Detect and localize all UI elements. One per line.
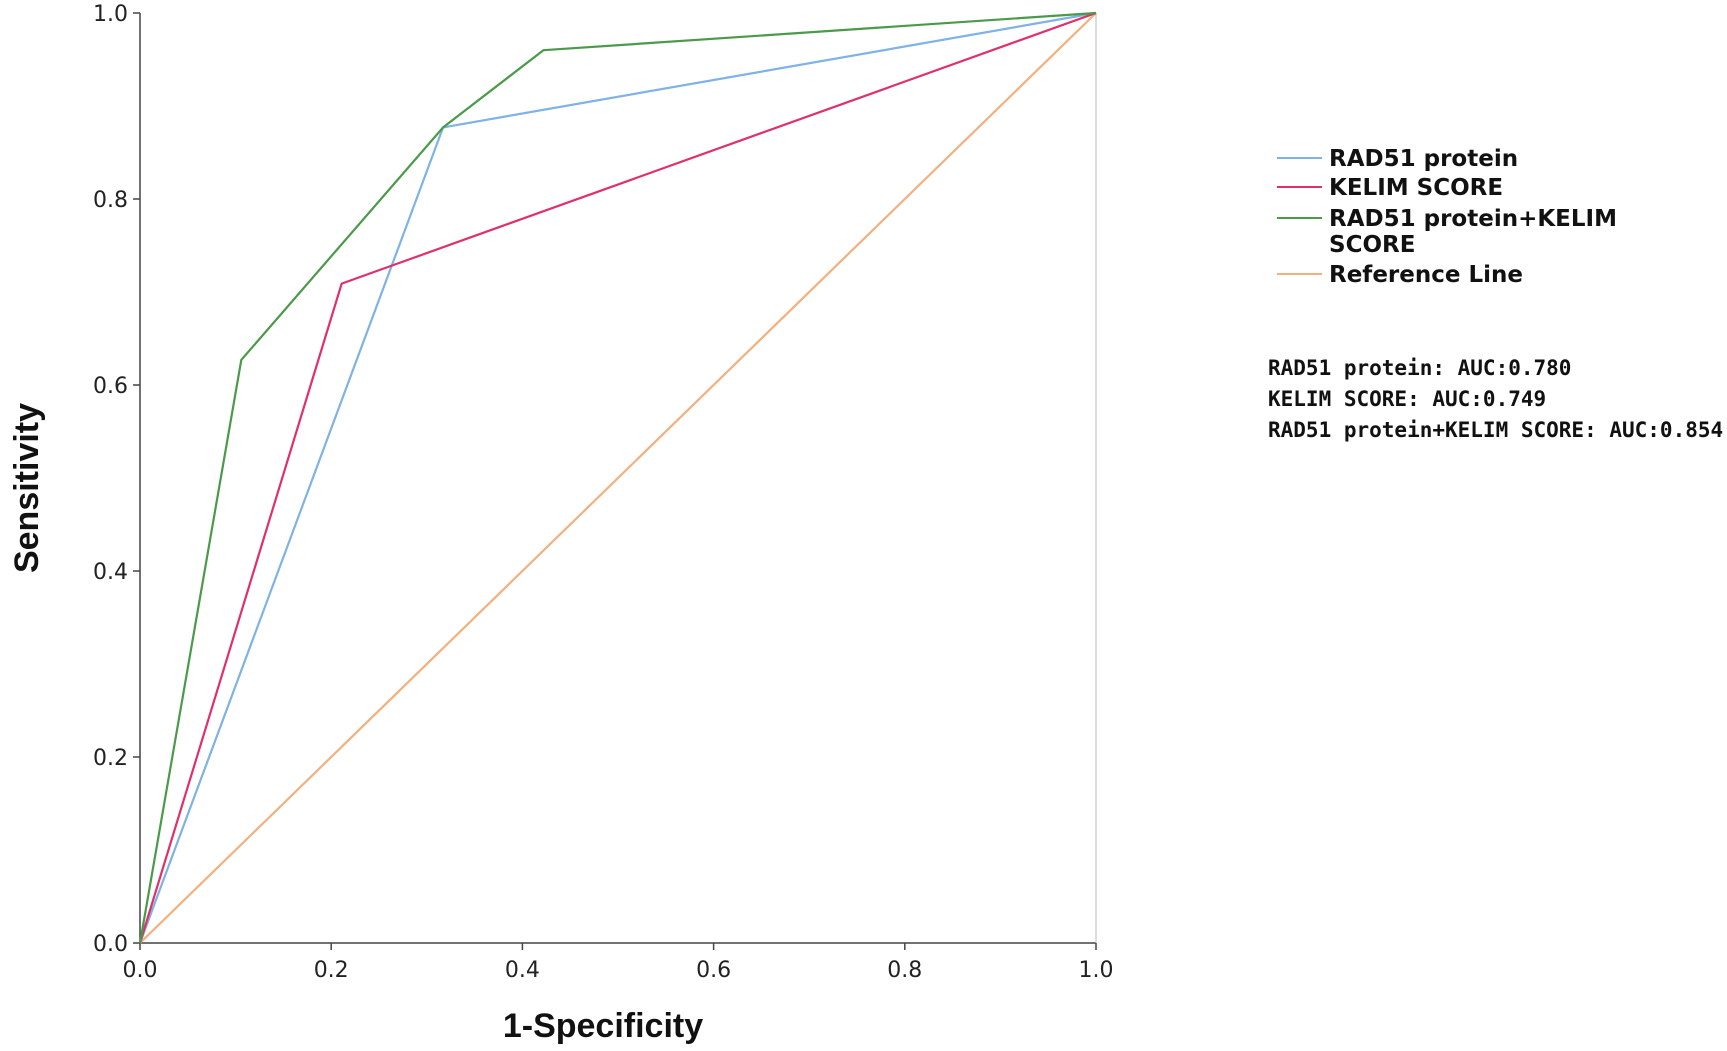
x-tick-label: 1.0 (1079, 958, 1114, 983)
legend-label: RAD51 protein (1329, 146, 1518, 172)
x-tick-label: 0.0 (123, 958, 158, 983)
x-tick-label: 0.8 (887, 958, 922, 983)
x-tick-label: 0.4 (505, 958, 540, 983)
x-tick-label: 0.6 (696, 958, 731, 983)
series-line-reference-line (139, 12, 1097, 944)
y-tick-label: 0.4 (93, 560, 128, 585)
series-lines (138, 11, 1097, 944)
y-axis-ticks: 0.0 0.2 0.4 0.6 0.8 1.0 (93, 2, 140, 957)
y-tick-label: 1.0 (93, 2, 128, 27)
legend-label: SCORE (1329, 232, 1415, 258)
x-tick-label: 0.2 (314, 958, 349, 983)
y-tick-label: 0.0 (93, 932, 128, 957)
y-tick-label: 0.2 (93, 746, 128, 771)
y-tick-label: 0.8 (93, 188, 128, 213)
legend: RAD51 protein KELIM SCORE RAD51 protein+KE… (1277, 146, 1617, 288)
auc-annotations: RAD51 protein: AUC:0.780 KELIM SCORE: AUC… (1268, 356, 1723, 442)
plot-frame (139, 13, 1097, 944)
auc-annotation: RAD51 protein: AUC:0.780 (1268, 356, 1571, 380)
series-line-rad51-protein-kelim-score (138, 11, 1097, 944)
x-axis-title: 1-Specificity (503, 1007, 703, 1045)
y-axis-title: Sensitivity (8, 403, 46, 573)
legend-label: KELIM SCORE (1329, 175, 1503, 201)
auc-annotation: RAD51 protein+KELIM SCORE: AUC:0.854 (1268, 418, 1723, 442)
legend-label: RAD51 protein+KELIM (1329, 206, 1617, 232)
series-line-kelim-score (138, 11, 1097, 944)
legend-label: Reference Line (1329, 262, 1523, 288)
x-axis-ticks: 0.0 0.2 0.4 0.6 0.8 1.0 (123, 943, 1114, 983)
y-tick-label: 0.6 (93, 374, 128, 399)
auc-annotation: KELIM SCORE: AUC:0.749 (1268, 387, 1546, 411)
